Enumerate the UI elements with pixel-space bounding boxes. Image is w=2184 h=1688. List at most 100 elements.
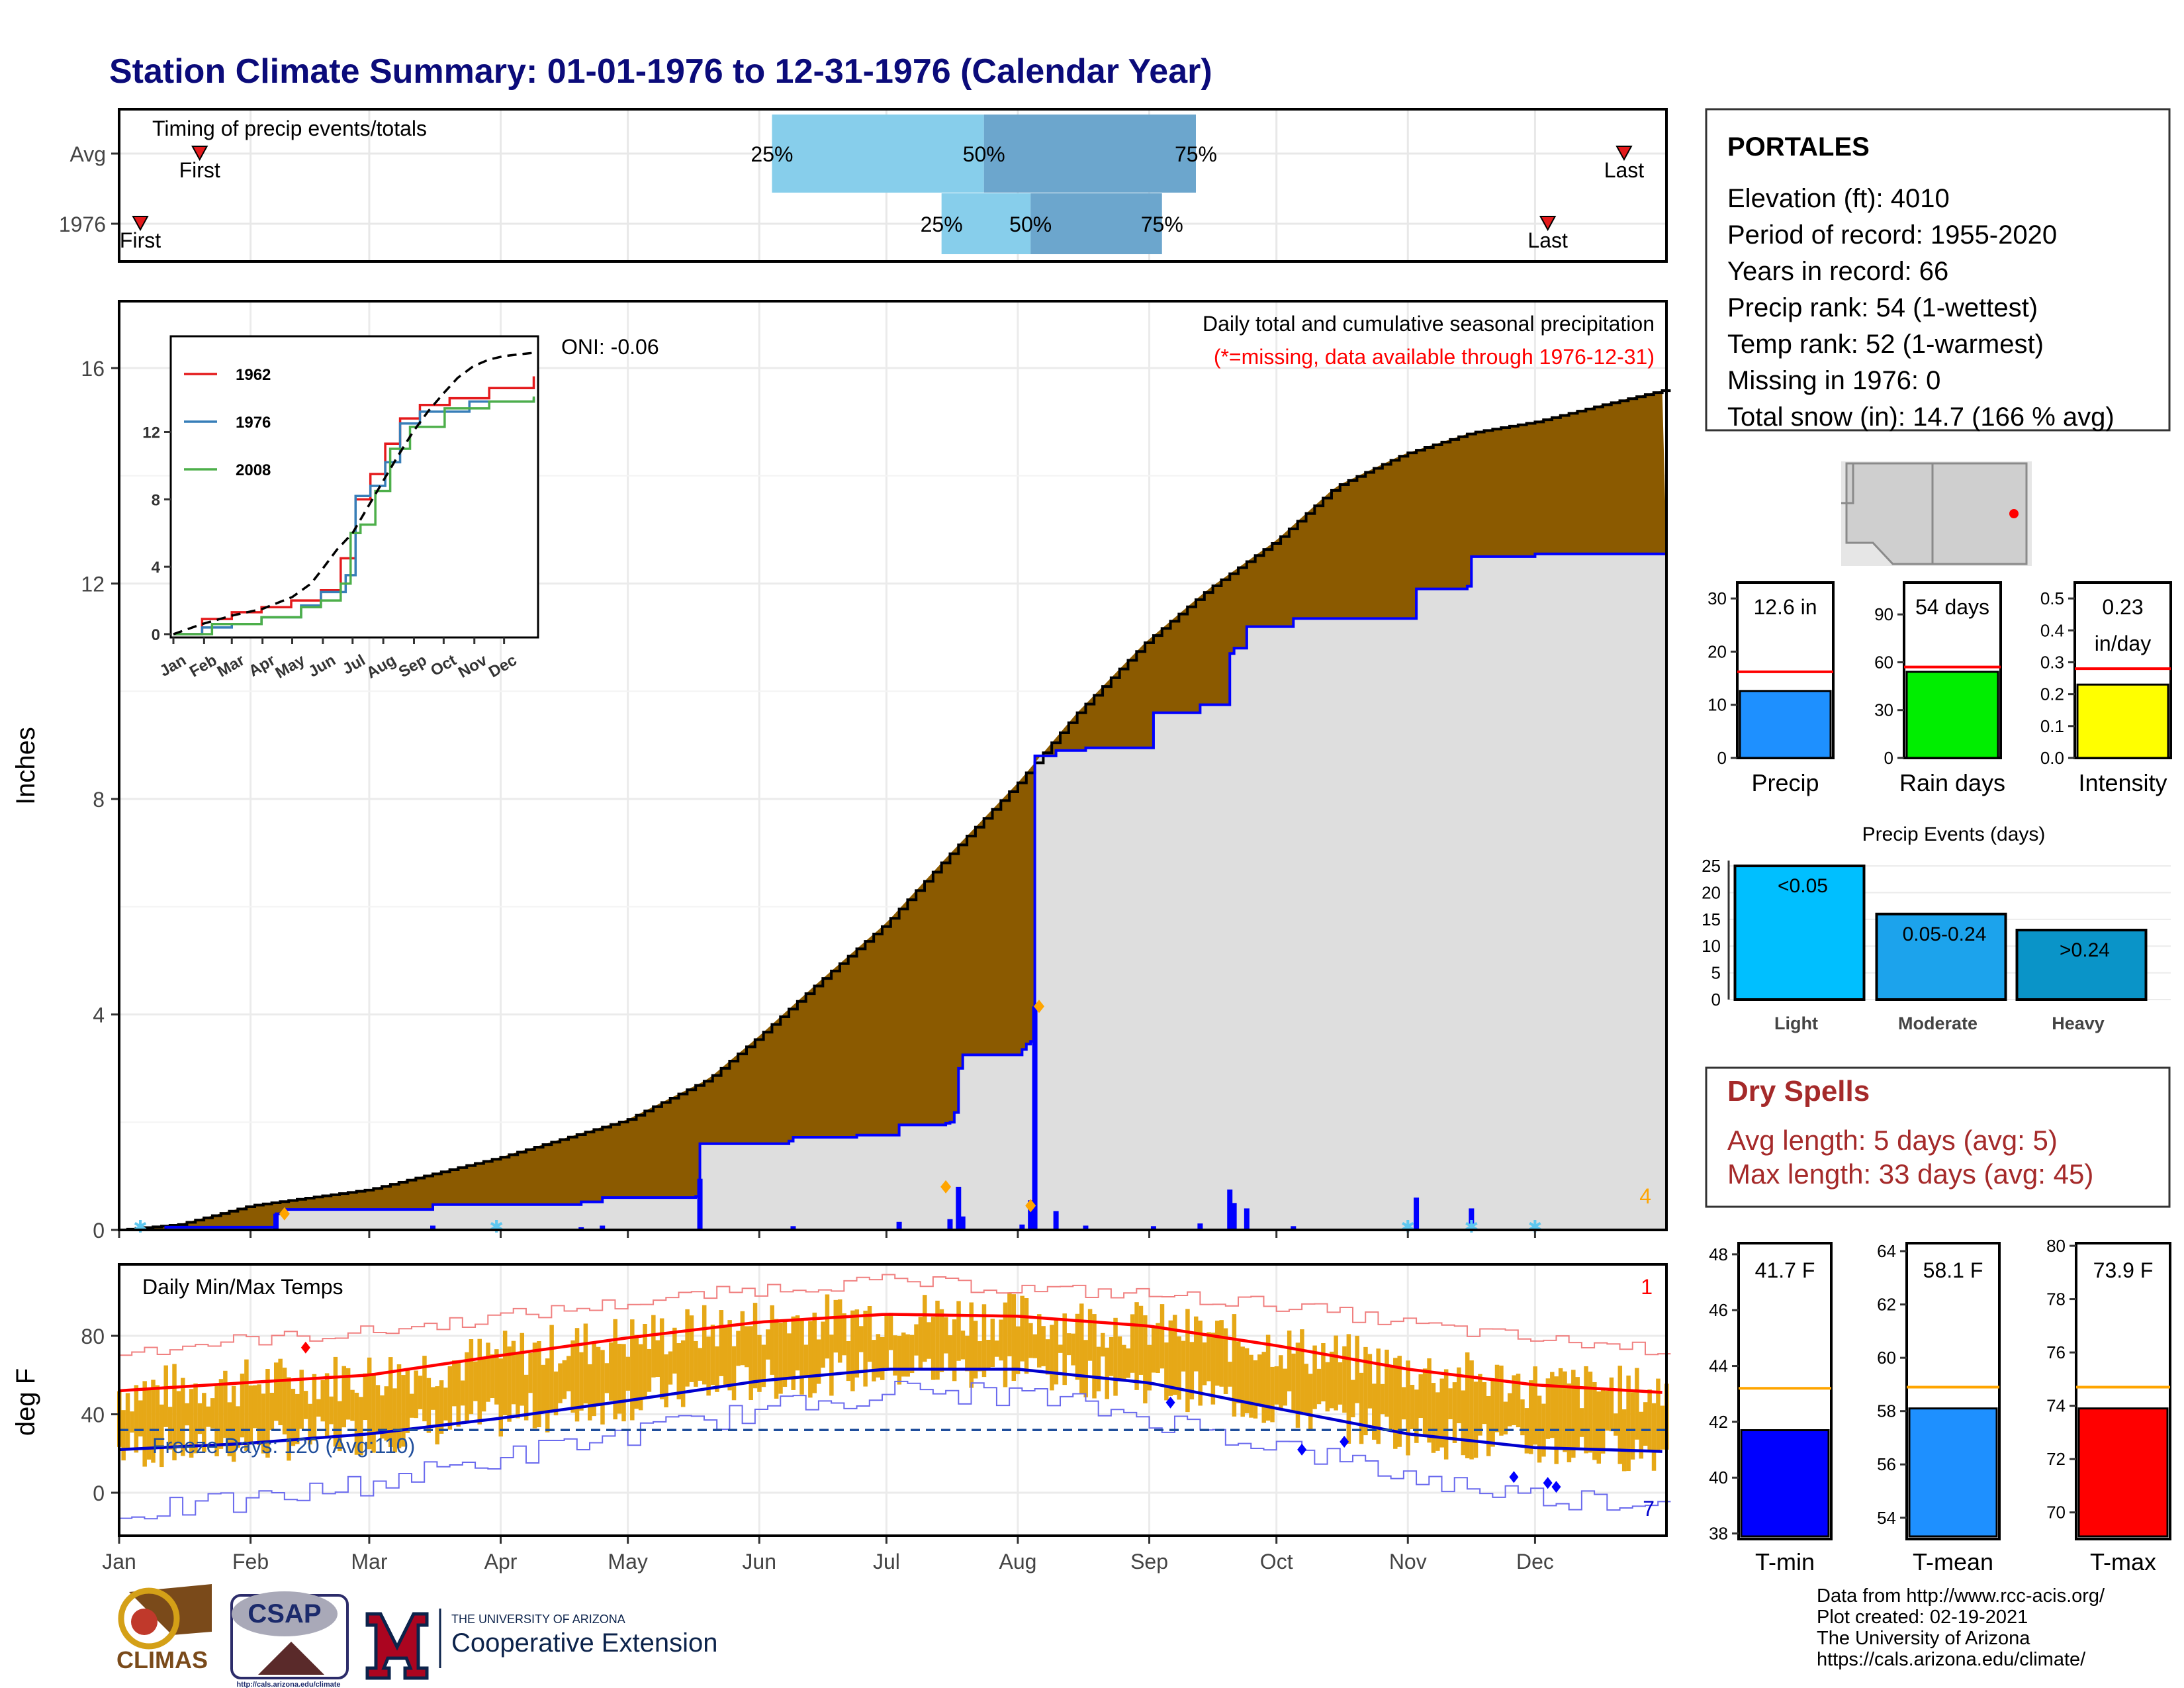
- daily-temp-range-bar: [583, 1323, 588, 1404]
- daily-temp-range-bar: [664, 1354, 668, 1408]
- daily-temp-range-bar: [537, 1340, 541, 1428]
- daily-temp-range-bar: [1138, 1305, 1144, 1375]
- daily-temp-range-bar: [876, 1334, 881, 1378]
- events-y-tick-label: 5: [1711, 963, 1721, 983]
- daily-precip-bar: [273, 1213, 279, 1230]
- daily-temp-range-bar: [244, 1359, 249, 1451]
- daily-temp-range-bar: [507, 1346, 512, 1422]
- daily-temp-range-bar: [1393, 1358, 1398, 1449]
- daily-temp-range-bar: [1499, 1365, 1504, 1436]
- ua-logo-small-text: THE UNIVERSITY OF ARIZONA: [451, 1613, 625, 1626]
- ua-logo-coop-text: Cooperative Extension: [451, 1628, 717, 1658]
- daily-temp-range-bar: [1240, 1346, 1245, 1417]
- inset-legend-label: 1976: [236, 414, 271, 432]
- daily-temp-range-bar: [146, 1389, 152, 1460]
- daily-temp-range-bar: [727, 1320, 732, 1391]
- timing-first-marker: [191, 146, 208, 162]
- daily-temp-range-bar: [1406, 1360, 1410, 1456]
- daily-temp-range-bar: [553, 1371, 559, 1416]
- daily-temp-range-bar: [1435, 1392, 1440, 1451]
- daily-temp-range-bar: [380, 1395, 385, 1439]
- daily-temp-range-bar: [1656, 1378, 1661, 1452]
- daily-temp-range-bar: [719, 1310, 724, 1376]
- daily-temp-range-bar: [774, 1319, 779, 1399]
- daily-temp-range-bar: [880, 1336, 885, 1380]
- record-low-marker: [1165, 1396, 1175, 1409]
- inset-y-tick-label: 4: [152, 559, 161, 577]
- daily-temp-range-bar: [1427, 1358, 1432, 1443]
- daily-temp-range-bar: [1397, 1356, 1402, 1447]
- daily-temp-range-bar: [927, 1322, 931, 1359]
- daily-temp-range-bar: [846, 1340, 851, 1382]
- daily-temp-range-bar: [1321, 1343, 1326, 1402]
- daily-temp-range-bar: [295, 1393, 300, 1444]
- daily-temp-range-bar: [1473, 1382, 1479, 1458]
- daily-temp-range-bar: [588, 1364, 592, 1421]
- daily-temp-range-bar: [1308, 1374, 1313, 1431]
- daily-temp-range-bar: [1024, 1298, 1029, 1374]
- events-y-tick-label: 15: [1702, 910, 1721, 929]
- daily-temp-range-bar: [1651, 1403, 1657, 1471]
- events-y-tick-label: 20: [1702, 882, 1721, 902]
- daily-temp-range-bar: [1279, 1355, 1283, 1409]
- month-tick-label: Aug: [999, 1550, 1036, 1573]
- daily-temp-range-bar: [1410, 1384, 1415, 1429]
- event-bar-label: <0.05: [1778, 875, 1828, 897]
- timing-frame: [118, 108, 1668, 263]
- page-title: Station Climate Summary: 01-01-1976 to 1…: [109, 52, 1212, 91]
- daily-temp-range-bar: [676, 1343, 682, 1399]
- daily-temp-range-bar: [1494, 1364, 1500, 1432]
- daily-temp-range-bar: [923, 1295, 927, 1362]
- minibar-y-tick-label: 0.3: [2040, 652, 2064, 672]
- daily-temp-range-bar: [1122, 1344, 1126, 1381]
- daily-temp-range-bar: [909, 1335, 915, 1374]
- daily-temp-range-bar: [1621, 1409, 1627, 1472]
- tbar-category-label: T-mean: [1913, 1548, 1993, 1575]
- daily-temp-range-bar: [1346, 1334, 1351, 1444]
- daily-temp-range-bar: [176, 1391, 181, 1445]
- daily-temp-range-bar: [884, 1314, 889, 1368]
- station-info-line: Period of record: 1955-2020: [1727, 220, 2057, 250]
- timing-panel: Timing of precip events/totals 25% 50% 75% F…: [59, 108, 1668, 263]
- daily-temp-range-bar: [167, 1407, 173, 1450]
- precip-y-tick-label: 16: [81, 357, 105, 381]
- tbar-y-tick-label: 62: [1877, 1295, 1896, 1315]
- daily-temp-range-bar: [1274, 1366, 1279, 1405]
- daily-temp-range-bar: [1295, 1342, 1300, 1428]
- daily-temp-range-bar: [1596, 1391, 1602, 1464]
- precip-corner-count: 4: [1639, 1184, 1651, 1208]
- map-border: [1841, 463, 1854, 504]
- daily-temp-range-bar: [757, 1335, 762, 1392]
- daily-temp-range-bar: [1236, 1341, 1241, 1403]
- daily-temp-range-bar: [481, 1358, 486, 1412]
- daily-temp-range-bar: [621, 1344, 626, 1422]
- daily-temp-range-bar: [1223, 1328, 1228, 1395]
- inset-frame: [169, 335, 539, 639]
- daily-temp-range-bar: [1584, 1366, 1588, 1454]
- minibar-y-tick-label: 10: [1707, 695, 1727, 715]
- daily-temp-range-bar: [1563, 1371, 1567, 1452]
- record-low-marker: [1509, 1471, 1519, 1483]
- month-tick-label: Sep: [1130, 1550, 1168, 1573]
- inset-series-2008: [173, 397, 535, 635]
- daily-temp-range-bar: [303, 1391, 308, 1419]
- daily-temp-range-bar: [1168, 1320, 1173, 1396]
- daily-temp-range-bar: [613, 1319, 617, 1420]
- footer-line: The University of Arizona: [1817, 1628, 2030, 1649]
- daily-temp-range-bar: [185, 1403, 189, 1426]
- daily-temp-range-bar: [1113, 1317, 1118, 1396]
- daily-temp-range-bar: [600, 1350, 605, 1425]
- daily-temp-range-bar: [409, 1393, 414, 1418]
- daily-temp-range-bar: [375, 1385, 381, 1434]
- daily-temp-range-bar: [1617, 1366, 1623, 1464]
- daily-temp-range-bar: [231, 1385, 236, 1462]
- tbar-y-tick-label: 60: [1877, 1348, 1896, 1368]
- daily-temp-range-bar: [931, 1317, 936, 1380]
- daily-temp-range-bar: [1388, 1367, 1394, 1429]
- daily-temp-range-bar: [435, 1386, 439, 1445]
- daily-temp-range-bar: [1401, 1387, 1406, 1420]
- daily-temp-range-bar: [1312, 1345, 1317, 1409]
- daily-temp-range-bar: [523, 1374, 529, 1421]
